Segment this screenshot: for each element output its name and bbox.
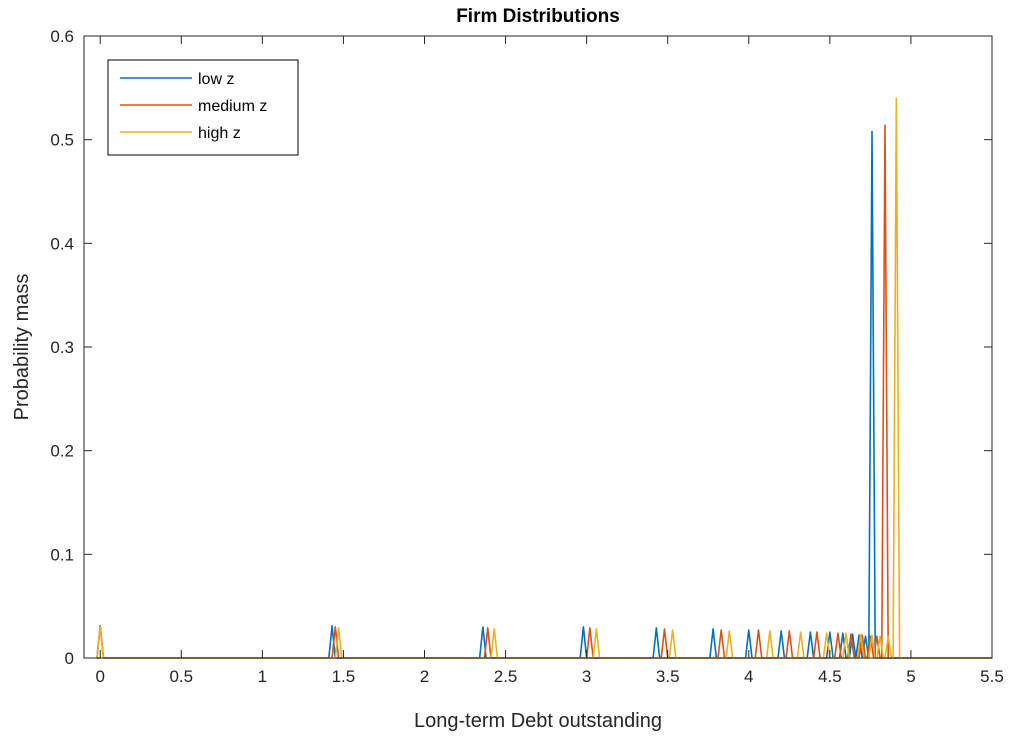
x-tick-label: 5 <box>906 667 915 686</box>
legend-label: high z <box>198 125 241 142</box>
y-tick-label: 0.4 <box>50 234 74 253</box>
x-tick-label: 1 <box>258 667 267 686</box>
y-tick-label: 0.1 <box>50 545 74 564</box>
y-axis-label: Probability mass <box>11 274 33 421</box>
ticks-layer: 0 0.5 1 1.5 2 2.5 3 3.5 4 4.5 5 5.5 0 0.1 0.2 0.3 0.4 0.5… <box>50 27 1003 686</box>
x-axis-label: Long-term Debt outstanding <box>414 710 662 732</box>
x-tick-label: 0 <box>95 667 104 686</box>
x-tick-label: 5.5 <box>980 667 1004 686</box>
x-tick-label: 3.5 <box>656 667 680 686</box>
legend-box <box>107 59 299 156</box>
chart-title: Firm Distributions <box>456 6 620 27</box>
y-tick-label: 0.3 <box>50 338 74 357</box>
y-tick-label: 0.2 <box>50 442 74 461</box>
x-tick-label: 4.5 <box>818 667 842 686</box>
y-tick-label: 0 <box>65 649 74 668</box>
series-line-high-z <box>96 97 992 659</box>
x-tick-label: 4 <box>744 667 753 686</box>
legend-label: medium z <box>198 98 267 115</box>
y-tick-label: 0.6 <box>50 27 74 46</box>
legend: low z medium z high z <box>107 59 299 156</box>
legend-label: low z <box>198 71 234 88</box>
x-tick-label: 2 <box>420 667 429 686</box>
x-tick-label: 3 <box>582 667 591 686</box>
x-tick-label: 1.5 <box>332 667 356 686</box>
series-line-medium-z <box>96 124 992 659</box>
y-tick-label: 0.5 <box>50 131 74 150</box>
x-tick-label: 0.5 <box>169 667 193 686</box>
x-tick-label: 2.5 <box>494 667 518 686</box>
